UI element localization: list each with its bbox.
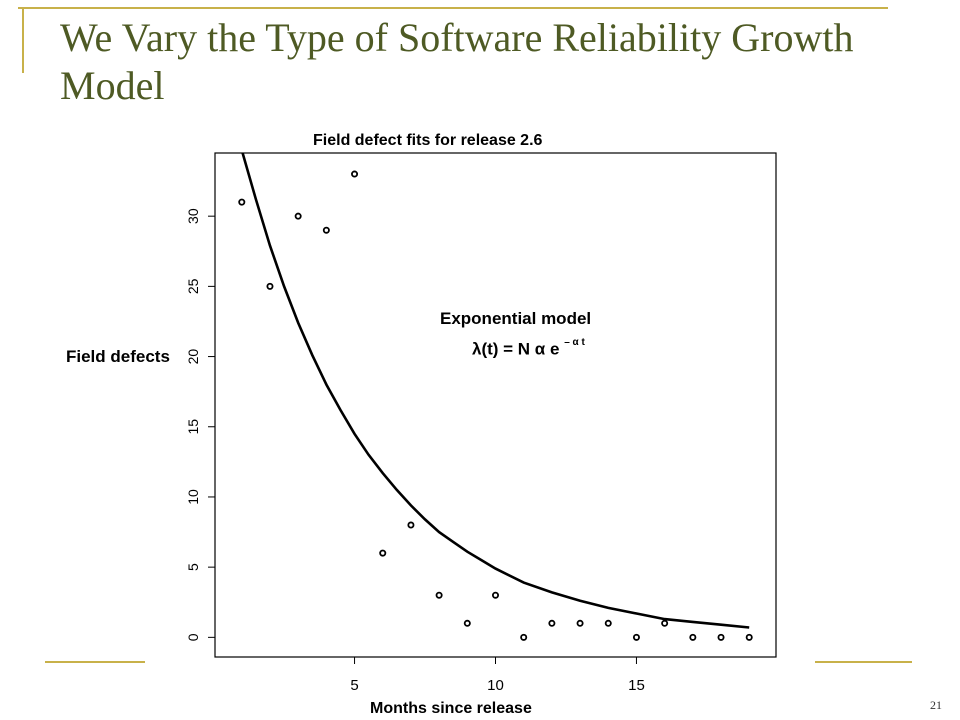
plot-frame <box>214 152 777 658</box>
data-point <box>661 619 669 627</box>
frame-line-bottom-right <box>815 661 912 663</box>
data-point <box>689 633 697 641</box>
x-tick-label: 5 <box>350 677 358 694</box>
y-tick-label: 20 <box>185 349 201 365</box>
x-axis-label: Months since release <box>370 700 532 717</box>
data-point <box>745 633 753 641</box>
data-point <box>294 212 302 220</box>
model-formula: λ(t) = N α e – α t <box>440 332 591 363</box>
frame-line-left <box>22 7 24 73</box>
data-point <box>407 521 415 529</box>
formula-base: λ(t) = N α e <box>472 339 560 359</box>
data-points <box>238 170 753 641</box>
y-tick-label: 5 <box>185 563 201 571</box>
data-point <box>266 282 274 290</box>
axis-ticks: 5 10 15 0 5 10 15 20 25 30 <box>185 208 645 694</box>
y-tick-label: 15 <box>185 419 201 435</box>
chart-title: Field defect fits for release 2.6 <box>313 132 543 149</box>
fitted-curve <box>241 152 750 629</box>
data-point <box>435 591 443 599</box>
y-tick-label: 10 <box>185 489 201 505</box>
model-name: Exponential model <box>440 309 592 328</box>
data-point <box>717 633 725 641</box>
data-point <box>238 198 246 206</box>
formula-exponent: – α t <box>564 337 585 348</box>
data-point <box>604 619 612 627</box>
y-tick-label: 0 <box>185 633 201 641</box>
model-annotation: Exponential model λ(t) = N α e – α t <box>440 305 591 363</box>
data-point <box>576 619 584 627</box>
x-tick-label: 15 <box>628 677 645 694</box>
data-point <box>491 591 499 599</box>
data-point <box>379 549 387 557</box>
frame-line-bottom-left <box>45 661 145 663</box>
y-axis-label: Field defects <box>66 347 170 366</box>
page-number: 21 <box>930 698 942 712</box>
data-point <box>520 633 528 641</box>
data-point <box>351 170 359 178</box>
data-point <box>548 619 556 627</box>
frame-line-top <box>18 7 888 9</box>
y-tick-label: 25 <box>185 278 201 294</box>
data-point <box>463 619 471 627</box>
slide-title: We Vary the Type of Software Reliability… <box>60 15 854 108</box>
x-tick-label: 10 <box>487 677 504 694</box>
y-tick-label: 30 <box>185 208 201 224</box>
data-point <box>632 633 640 641</box>
data-point <box>322 226 330 234</box>
